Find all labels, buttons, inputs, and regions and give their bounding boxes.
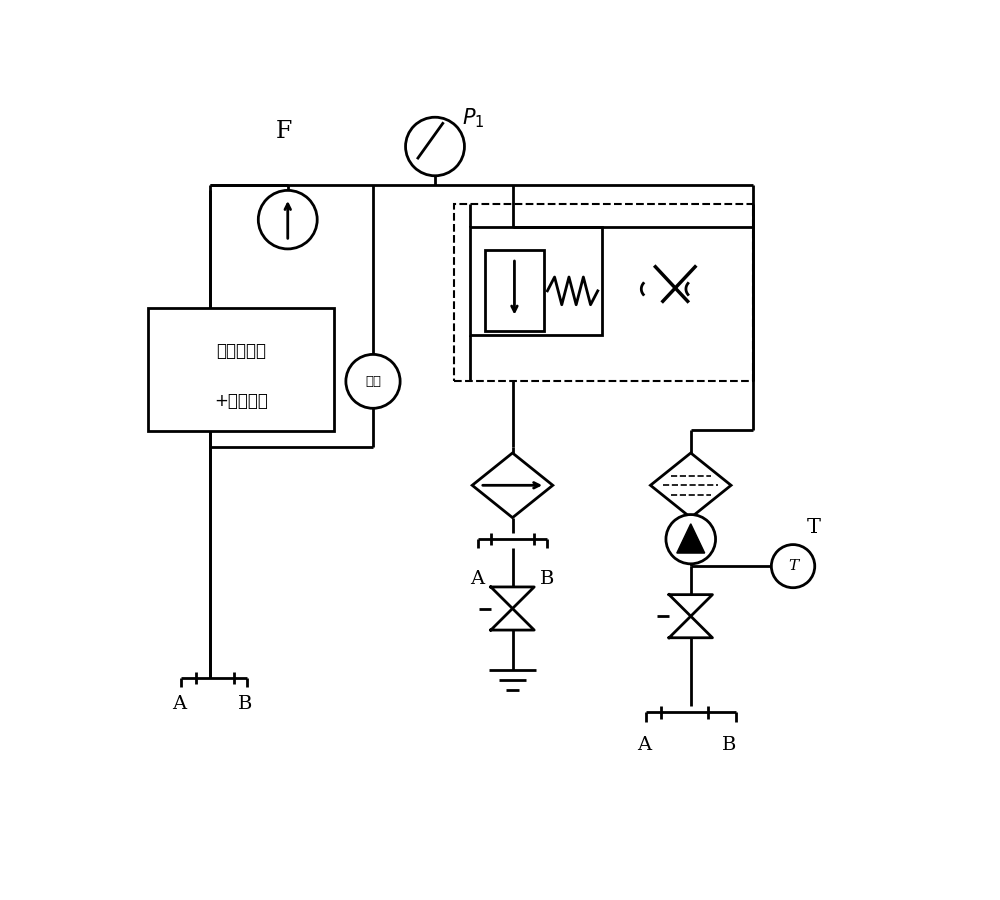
- Text: +油嘴工位: +油嘴工位: [214, 392, 268, 410]
- Polygon shape: [472, 453, 553, 518]
- Circle shape: [771, 544, 815, 588]
- Text: 空心轴组件: 空心轴组件: [216, 342, 266, 360]
- Circle shape: [406, 117, 464, 176]
- Bar: [470, 228, 602, 335]
- Text: B: B: [238, 695, 252, 713]
- Text: F: F: [276, 120, 292, 142]
- Bar: [485, 250, 544, 331]
- Circle shape: [666, 515, 716, 563]
- Polygon shape: [650, 453, 731, 518]
- Polygon shape: [677, 524, 705, 554]
- Text: B: B: [540, 570, 555, 588]
- Circle shape: [258, 191, 317, 249]
- Text: A: A: [471, 570, 485, 588]
- Text: T: T: [807, 518, 821, 537]
- Text: A: A: [172, 695, 186, 713]
- Text: 大气: 大气: [365, 374, 381, 388]
- Bar: [454, 204, 753, 382]
- Text: B: B: [722, 735, 737, 753]
- Bar: [148, 308, 334, 431]
- Text: A: A: [637, 735, 651, 753]
- Text: $P_1$: $P_1$: [462, 106, 485, 130]
- Text: T: T: [788, 559, 798, 573]
- Circle shape: [346, 355, 400, 409]
